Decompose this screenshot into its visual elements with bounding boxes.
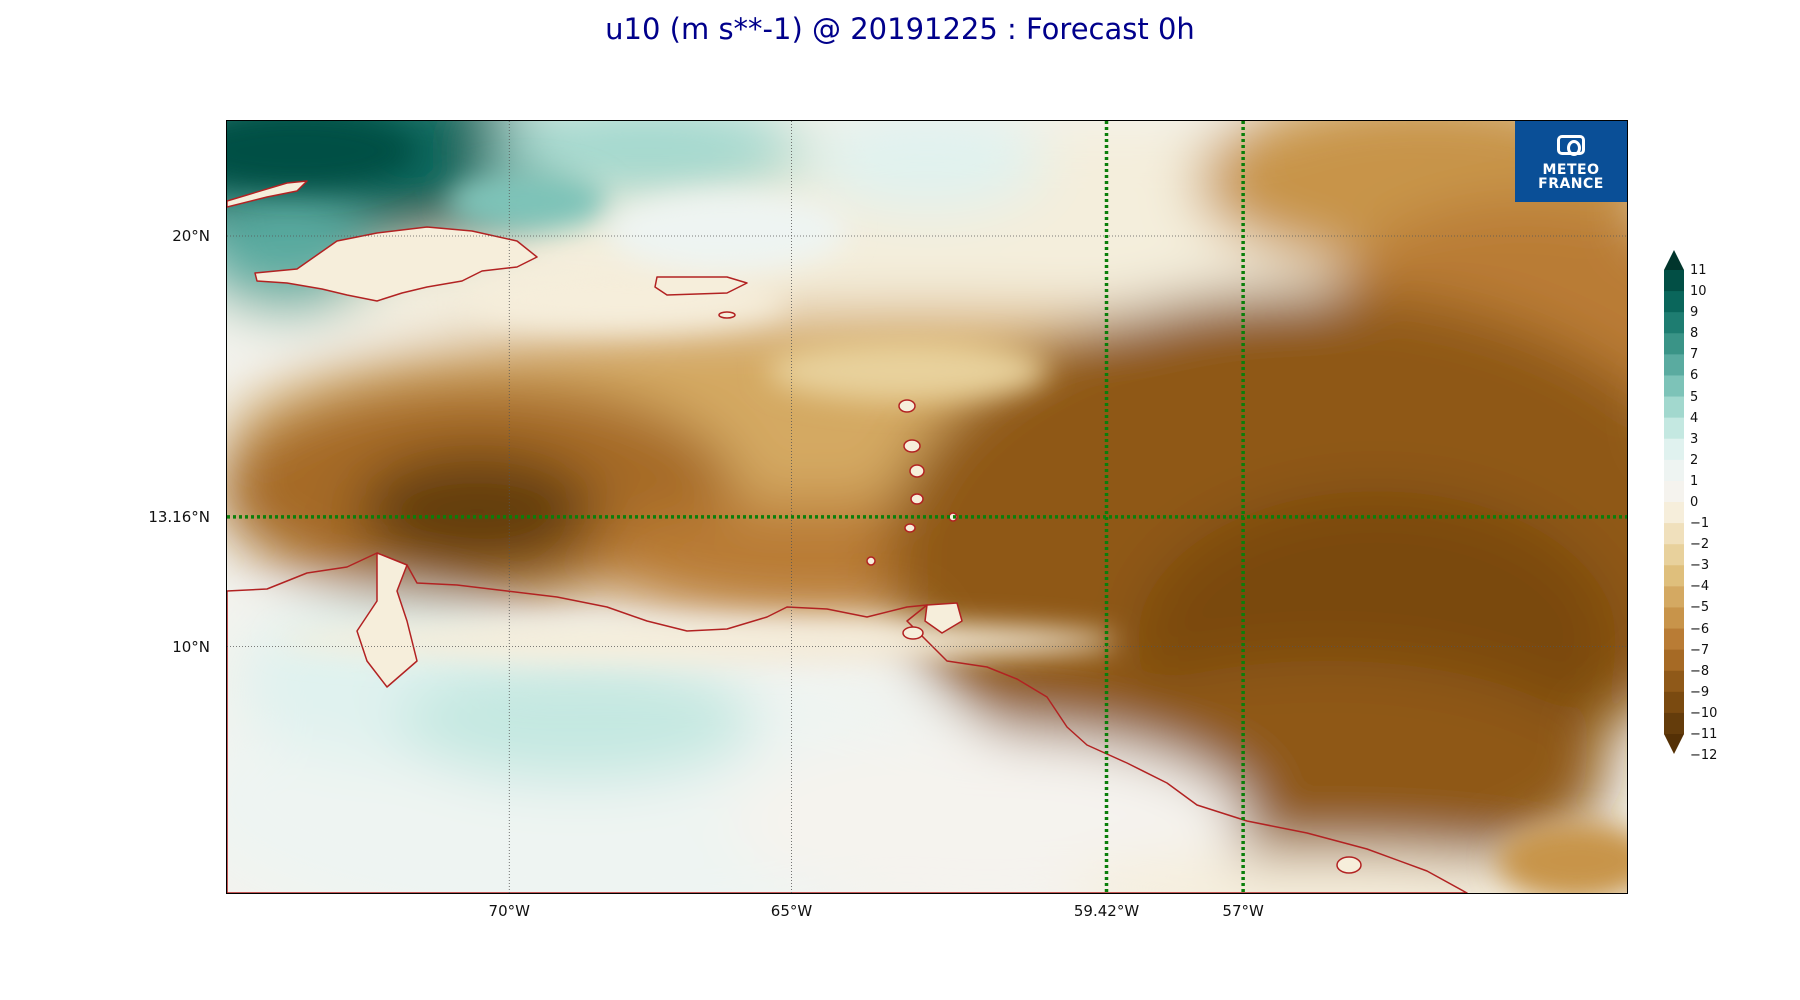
colorbar-swatch [1664, 270, 1684, 292]
meteo-france-logo: METEO FRANCE [1515, 121, 1627, 202]
colorbar-tick-label: 4 [1690, 410, 1699, 426]
colorbar-swatch [1664, 523, 1684, 545]
colorbar-tick-label: 6 [1690, 368, 1699, 384]
marker-lines [227, 121, 1627, 893]
colorbar-tick-label: 8 [1690, 326, 1699, 342]
cuba-coast [227, 180, 308, 208]
colorbar-tick-label: −6 [1690, 621, 1710, 637]
colorbar-swatch [1664, 480, 1684, 503]
colorbar-tick-label: −9 [1690, 684, 1710, 700]
colorbar-swatch [1664, 375, 1684, 398]
colorbar-swatch [1664, 691, 1684, 714]
chart-title: u10 (m s**-1) @ 20191225 : Forecast 0h [605, 12, 1195, 46]
trinidad-coast [924, 602, 963, 634]
south-america-coast [227, 552, 1468, 893]
colorbar-swatch [1664, 312, 1684, 334]
colorbar-tick-label: −12 [1690, 748, 1718, 764]
y-tick-label: 10°N [172, 637, 210, 656]
colorbar-swatch [1664, 586, 1684, 608]
colorbar-tick-label: 2 [1690, 452, 1699, 468]
colorbar-tick-label: 10 [1690, 284, 1707, 300]
x-tick-label: 57°W [1222, 902, 1264, 920]
colorbar-swatch [1664, 565, 1684, 587]
colorbar-swatch [1664, 607, 1684, 630]
colorbar-swatch [1664, 291, 1684, 313]
logo-line2: FRANCE [1538, 176, 1604, 192]
colorbar-tick-label: −5 [1690, 600, 1710, 616]
colorbar-tick-label: −1 [1690, 516, 1710, 532]
colorbar-tick-label: 1 [1690, 473, 1699, 489]
colorbar-swatch [1664, 333, 1684, 355]
coastlines [227, 180, 1468, 893]
colorbar-swatch [1664, 544, 1684, 566]
y-tick-label: 20°N [172, 226, 210, 245]
colorbar-swatch [1664, 354, 1684, 376]
colorbar-swatch [1664, 417, 1684, 440]
colorbar-tick-label: −10 [1690, 705, 1718, 721]
x-tick-label: 59.42°W [1073, 902, 1140, 920]
puerto-rico-coast [654, 276, 748, 296]
colorbar-swatch [1664, 459, 1684, 482]
colorbar-swatch [1664, 396, 1684, 419]
colorbar-swatch [1664, 670, 1684, 693]
map-panel[interactable]: METEO FRANCE [226, 120, 1628, 894]
logo-line1: METEO [1542, 162, 1600, 178]
colorbar-tick-label: −4 [1690, 579, 1710, 595]
x-tick-label: 65°W [770, 902, 813, 920]
colorbar-tick-label: 9 [1690, 305, 1699, 321]
peninsula-coast [356, 552, 418, 688]
colorbar-swatch [1664, 250, 1684, 270]
colorbar-tick-label: −3 [1690, 558, 1710, 574]
colorbar-tick-label: −2 [1690, 537, 1710, 553]
colorbar-tick-label: −7 [1690, 642, 1710, 658]
u10-field-map [227, 121, 1627, 893]
colorbar-swatch [1664, 649, 1684, 672]
colorbar-swatch [1664, 502, 1684, 524]
hispaniola-coast [254, 226, 538, 302]
colorbar-swatch [1664, 438, 1684, 461]
colorbar-swatch [1664, 712, 1684, 735]
wind-field [227, 121, 1627, 893]
colorbar-tick-label: 11 [1690, 263, 1707, 278]
colorbar [1664, 250, 1684, 754]
colorbar-swatch [1664, 734, 1684, 754]
colorbar-tick-label: 7 [1690, 347, 1699, 363]
colorbar-tick-label: 0 [1690, 495, 1699, 510]
x-tick-label: 70°W [488, 902, 530, 920]
meteo-france-logo-icon [1557, 135, 1585, 156]
colorbar-tick-label: −11 [1690, 727, 1718, 742]
colorbar-tick-label: 3 [1690, 431, 1699, 447]
gridlines [227, 121, 1627, 893]
colorbar-swatch [1664, 628, 1684, 651]
y-tick-label: 13.16°N [148, 507, 210, 526]
colorbar-tick-label: −8 [1690, 663, 1710, 679]
colorbar-tick-label: 5 [1690, 389, 1699, 405]
